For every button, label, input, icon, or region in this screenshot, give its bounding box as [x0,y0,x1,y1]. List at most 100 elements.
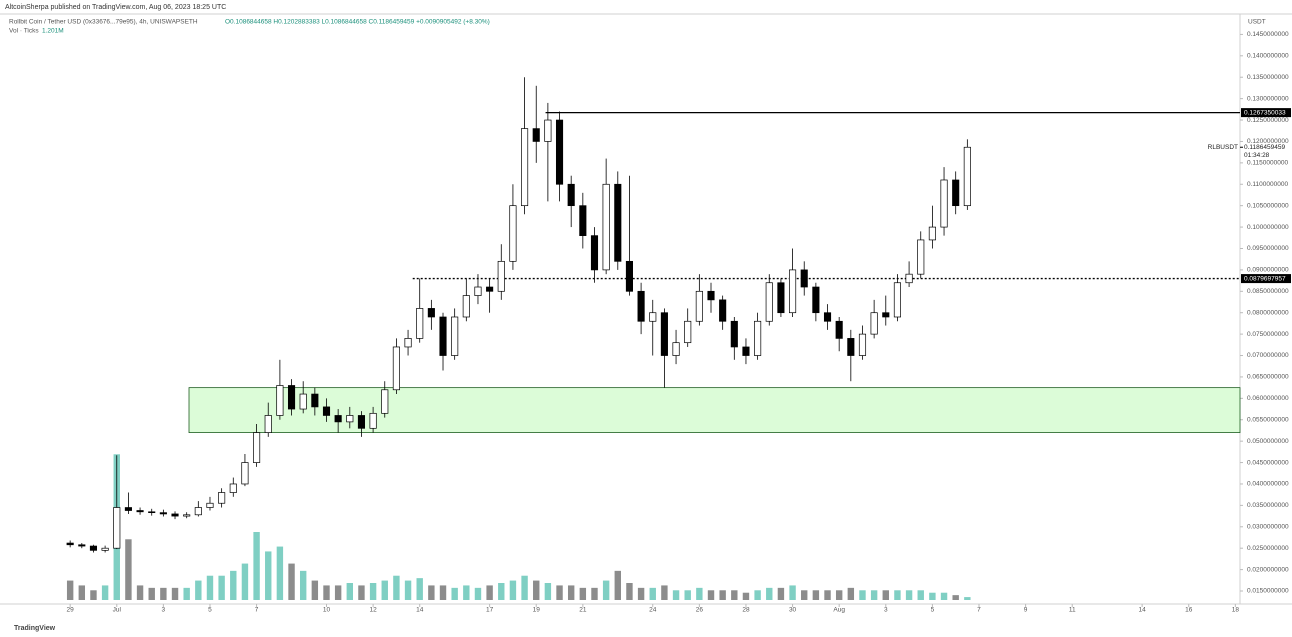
x-tick-label: 9 [1024,607,1028,614]
volume-bar [148,587,155,600]
volume-bar [66,580,74,600]
volume-bar [241,563,249,600]
candle-body [637,290,645,322]
volume-bar [684,590,691,600]
volume-bar [672,590,680,600]
candle-body [264,415,272,433]
volume-bar [404,580,412,600]
volume-bar [125,539,132,600]
publisher: AltcoinSherpa published on TradingView.c… [5,4,226,11]
volume-bar [859,590,866,600]
candle-body [89,545,98,551]
x-tick-label: 21 [579,607,587,614]
x-tick-label: 14 [416,607,424,614]
volume-bar [579,587,587,600]
x-tick-label: 24 [649,607,657,614]
y-tick-label: 0.0950000000 [1247,245,1289,252]
volume-bar [777,587,785,600]
level-tag [1241,274,1291,284]
candle-body [253,432,261,463]
y-tick-label: 0.0700000000 [1247,352,1289,359]
x-tick-label: 3 [884,607,888,614]
candle-body [684,320,692,344]
candle-body [707,290,715,301]
candle-body [392,346,400,391]
candle-body [497,260,505,292]
candle-body [369,412,377,429]
y-tick-label: 0.0200000000 [1247,566,1289,573]
candle-body [940,179,948,228]
candle-body [159,512,167,515]
candle-body [952,179,960,207]
volume-bar [90,590,97,600]
volume-bar [766,587,773,600]
candle-body [229,483,237,493]
candle-body [287,385,296,410]
volume-bar [556,585,563,600]
candle-body [544,119,552,142]
y-tick-label: 0.1100000000 [1247,181,1288,188]
volume-bar [195,580,202,600]
volume-label: Vol · Ticks [9,28,39,35]
volume-bar [835,590,843,600]
volume-bar [369,583,377,600]
x-tick-label: 3 [162,607,166,614]
candle-body [322,406,331,416]
y-tick-label: 0.1300000000 [1247,95,1289,102]
volume-bar [614,570,621,600]
volume-bar [230,570,237,600]
volume-bar [393,575,400,600]
volume-bar [323,585,330,600]
volume-bar [731,590,738,600]
candle-body [346,415,354,423]
volume-bar [905,590,913,600]
volume-bar [474,587,482,600]
y-tick-label: 0.0350000000 [1247,502,1289,509]
volume-bar [381,580,388,600]
volume-bar [521,575,528,600]
candle-body [136,510,144,513]
candle-body [194,507,202,516]
x-tick-label: 7 [977,607,981,614]
candle-body [800,269,808,288]
last-price-symbol: RLBUSDT [1208,144,1238,151]
x-tick-label: 16 [1185,607,1193,614]
volume-bar [544,583,552,600]
ohlc: O0.1086844658 H0.1202883383 L0.108684465… [225,19,490,26]
candle-body [928,226,936,241]
y-tick-label: 0.0600000000 [1247,395,1289,402]
candle-body [462,295,470,318]
y-tick-label: 0.0450000000 [1247,459,1289,466]
x-tick-label: 5 [208,607,212,614]
y-tick-label: 0.0750000000 [1247,331,1289,338]
volume-bar [288,563,295,600]
candle-body [730,320,738,348]
candle-body [532,128,540,142]
volume-bar [416,578,423,600]
y-tick-label: 0.0150000000 [1247,588,1289,595]
volume-bar [870,590,878,600]
candle-body [765,282,773,322]
candle-body [870,312,878,335]
y-tick-label: 0.1400000000 [1247,53,1289,60]
candle-body [590,235,599,271]
x-tick-label: 29 [67,607,75,614]
candle-body [754,320,762,356]
candle-body [124,507,132,511]
candle-body [416,308,424,339]
volume-bar [602,580,610,600]
candle-body [171,513,179,517]
candle-body [602,183,610,271]
y-axis-label: USDT [1248,19,1266,26]
volume-bar [894,590,901,600]
watermark: TradingView [14,625,56,632]
candle-body [847,338,855,356]
y-tick-label: 0.0400000000 [1247,481,1289,488]
candle-body [101,547,109,551]
x-tick-label: 17 [486,607,494,614]
x-tick-label: 10 [323,607,331,614]
candle-body [614,183,622,262]
x-tick-label: 11 [1069,607,1076,614]
candle-body [334,415,342,423]
volume-bar [206,575,214,600]
